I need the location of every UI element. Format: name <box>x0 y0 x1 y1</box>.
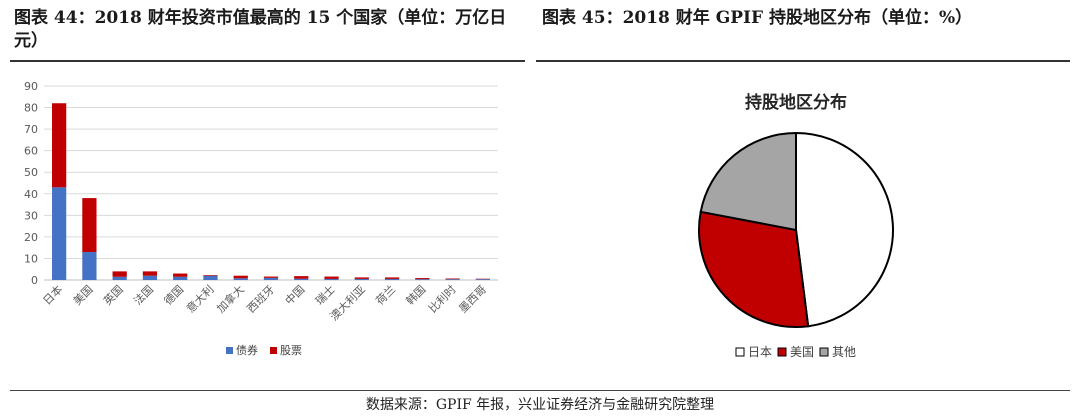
bar-stocks <box>354 277 369 279</box>
x-tick-label: 日本 <box>40 282 65 307</box>
bar-stocks <box>82 198 97 252</box>
x-tick-label: 意大利 <box>183 282 216 315</box>
x-tick-label: 荷兰 <box>373 283 398 308</box>
bar-stocks <box>112 271 127 277</box>
legend-label: 债券 <box>236 343 258 357</box>
pie-slice <box>698 210 810 328</box>
bar-stocks <box>203 275 218 276</box>
bar-bonds <box>142 275 158 280</box>
bar-bonds <box>415 279 430 280</box>
pie-title: 持股地区分布 <box>745 92 847 113</box>
y-tick-label: 90 <box>24 80 38 93</box>
legend-label: 股票 <box>280 344 302 357</box>
bar-bonds <box>294 278 309 280</box>
figure-45-caption: 图表 45：2018 财年 GPIF 持股地区分布（单位：%） <box>542 8 973 28</box>
figure-44-caption: 图表 44：2018 财年投资市值最高的 15 个国家（单位：万亿日元） <box>14 8 507 51</box>
y-tick-label: 10 <box>24 252 38 265</box>
x-tick-label: 瑞士 <box>312 282 337 307</box>
bar-stocks <box>173 273 188 277</box>
legend-swatch <box>270 347 277 354</box>
legend-label: 日本 <box>748 345 772 359</box>
legend-swatch <box>819 347 829 357</box>
y-tick-label: 70 <box>24 123 38 136</box>
bar-bonds <box>173 276 188 280</box>
x-tick-label: 西班牙 <box>245 283 278 316</box>
bar-bonds <box>324 278 339 280</box>
y-tick-label: 20 <box>24 231 38 244</box>
x-tick-label: 法国 <box>131 282 156 307</box>
bar-chart-figure: 0 10 20 30 40 50 60 70 80 90 日本 美国 英国 法国 德国 意大利 加拿大 西班牙 中国… <box>10 62 525 388</box>
x-tick-label: 比利时 <box>426 283 459 316</box>
bar-stocks <box>52 103 67 188</box>
footer-rule <box>10 390 1070 391</box>
x-tick-label: 中国 <box>283 283 308 308</box>
x-tick-label: 韩国 <box>403 282 428 307</box>
bar-bonds <box>82 251 97 280</box>
bar-stocks <box>445 278 460 280</box>
y-tick-label: 0 <box>31 274 38 287</box>
bar-stocks <box>384 277 400 279</box>
bar-bonds <box>263 277 279 280</box>
bar-bonds <box>52 187 67 280</box>
bar-stocks <box>415 278 430 280</box>
x-tick-label: 英国 <box>100 282 125 307</box>
legend-swatch <box>735 347 745 357</box>
x-tick-label: 墨西哥 <box>456 283 489 316</box>
y-tick-label: 60 <box>24 145 38 158</box>
caption-rule-left <box>10 60 525 62</box>
source-note: 数据来源：GPIF 年报，兴业证券经济与金融研究院整理 <box>365 397 715 413</box>
y-tick-label: 80 <box>24 102 38 115</box>
legend-swatch <box>777 347 787 357</box>
bar-stocks <box>324 276 339 279</box>
bar-bonds <box>112 276 127 280</box>
y-tick-label: 30 <box>24 209 38 222</box>
caption-rule-right <box>536 60 1070 62</box>
bar-bonds <box>384 278 400 280</box>
legend-label: 其他 <box>832 345 856 359</box>
bar-bonds <box>233 278 248 280</box>
y-tick-label: 50 <box>24 166 38 179</box>
bar-bonds <box>354 278 369 280</box>
x-tick-label: 加拿大 <box>214 282 247 315</box>
bar-stocks <box>233 275 248 279</box>
bar-bonds <box>475 279 490 280</box>
bar-stocks <box>294 276 309 279</box>
bar-bonds <box>203 275 218 280</box>
bar-stocks <box>142 271 158 276</box>
legend-label: 美国 <box>790 345 814 359</box>
pie-slice <box>795 131 894 328</box>
y-tick-label: 40 <box>24 188 38 201</box>
x-tick-label: 美国 <box>71 283 96 308</box>
bar-bonds <box>445 279 460 280</box>
pie-slice <box>699 131 797 232</box>
bar-stocks <box>263 276 279 278</box>
pie-chart-figure: 持股地区分布日本 美国 其他 <box>536 62 1070 388</box>
x-tick-label: 德国 <box>161 282 186 307</box>
legend-swatch <box>226 347 233 354</box>
